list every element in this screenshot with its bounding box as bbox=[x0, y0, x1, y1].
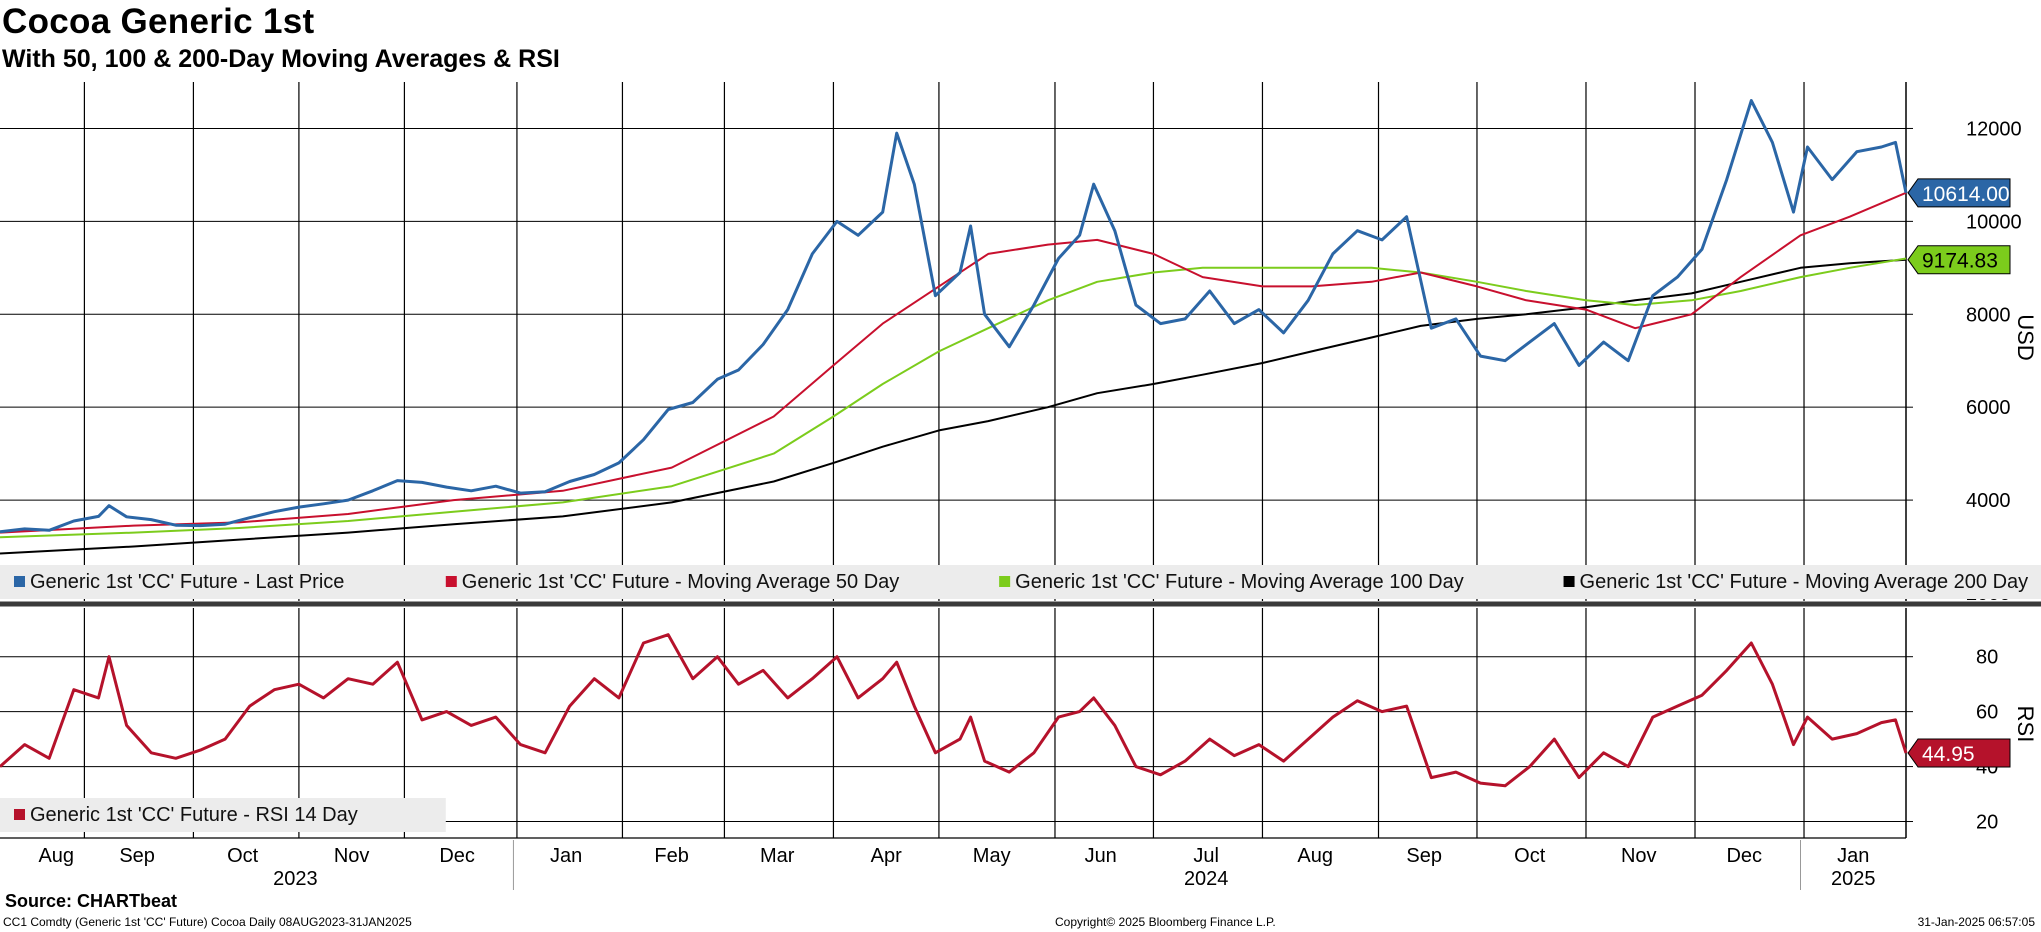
legend-box bbox=[0, 565, 2041, 599]
y-tick-label: 8000 bbox=[1966, 304, 2011, 326]
source-note: Source: CHARTbeat bbox=[5, 891, 178, 911]
last-value-label: 44.95 bbox=[1922, 743, 1975, 766]
series-last_price-line bbox=[0, 99, 1908, 534]
legend-label: Generic 1st 'CC' Future - Moving Average… bbox=[462, 571, 899, 593]
legend-swatch bbox=[1563, 576, 1575, 587]
x-month-label: Aug bbox=[38, 845, 74, 867]
x-month-label: Sep bbox=[1406, 845, 1442, 867]
x-year-label: 2023 bbox=[273, 868, 318, 890]
chart-title: Cocoa Generic 1st bbox=[2, 2, 315, 41]
x-month-label: Sep bbox=[119, 845, 155, 867]
x-month-label: Oct bbox=[1514, 845, 1546, 867]
legend-label: Generic 1st 'CC' Future - Last Price bbox=[30, 571, 344, 593]
series-ma200-line bbox=[0, 258, 1907, 555]
y-axis-title: USD bbox=[2013, 314, 2038, 360]
y-tick-label: 4000 bbox=[1966, 490, 2011, 512]
footer-ticker: CC1 Comdty (Generic 1st 'CC' Future) Coc… bbox=[3, 915, 412, 929]
legend-label: Generic 1st 'CC' Future - RSI 14 Day bbox=[30, 804, 358, 826]
x-month-label: Jun bbox=[1085, 845, 1117, 867]
x-month-label: May bbox=[973, 845, 1011, 867]
x-month-label: Aug bbox=[1297, 845, 1333, 867]
legend-swatch bbox=[14, 576, 25, 587]
x-month-label: Dec bbox=[439, 845, 475, 867]
x-year-label: 2025 bbox=[1831, 868, 1876, 890]
x-month-label: Jan bbox=[1837, 845, 1869, 867]
x-month-label: Dec bbox=[1726, 845, 1762, 867]
y-tick-label: 10000 bbox=[1966, 211, 2022, 233]
legend-swatch bbox=[445, 576, 457, 587]
legend-swatch bbox=[14, 809, 25, 820]
x-month-label: Jan bbox=[550, 845, 582, 867]
y-tick-label: 60 bbox=[1976, 702, 1998, 724]
y-tick-label: 12000 bbox=[1966, 118, 2022, 140]
x-year-label: 2024 bbox=[1184, 868, 1229, 890]
last-value-label: 9174.83 bbox=[1922, 250, 1998, 273]
x-month-label: Feb bbox=[654, 845, 688, 867]
footer-copyright: Copyright© 2025 Bloomberg Finance L.P. bbox=[1055, 915, 1276, 929]
series-ma50-line bbox=[0, 191, 1907, 534]
chart-subtitle: With 50, 100 & 200-Day Moving Averages &… bbox=[2, 45, 560, 73]
x-month-label: Nov bbox=[1621, 845, 1657, 867]
legend-label: Generic 1st 'CC' Future - Moving Average… bbox=[1580, 571, 2029, 593]
legend-box bbox=[0, 798, 446, 832]
y-tick-label: 80 bbox=[1976, 647, 1998, 669]
last-value-label: 10614.00 bbox=[1922, 183, 2010, 206]
x-month-label: Apr bbox=[871, 845, 902, 867]
x-month-label: Oct bbox=[227, 845, 259, 867]
legend-label: Generic 1st 'CC' Future - Moving Average… bbox=[1015, 571, 1464, 593]
last-value-box bbox=[1907, 738, 2011, 768]
x-month-label: Jul bbox=[1193, 845, 1219, 867]
series-rsi-line bbox=[0, 633, 1908, 788]
y-axis-title: RSI bbox=[2013, 706, 2038, 743]
x-month-label: Nov bbox=[334, 845, 370, 867]
last-value-box bbox=[1907, 178, 2011, 208]
last-value-box bbox=[1907, 245, 2011, 275]
y-tick-label: 20 bbox=[1976, 812, 1998, 834]
series-ma100-line bbox=[0, 257, 1907, 539]
footer-timestamp: 31-Jan-2025 06:57:05 bbox=[1917, 915, 2035, 929]
x-month-label: Mar bbox=[760, 845, 795, 867]
legend-swatch bbox=[999, 576, 1011, 587]
y-tick-label: 6000 bbox=[1966, 397, 2011, 419]
